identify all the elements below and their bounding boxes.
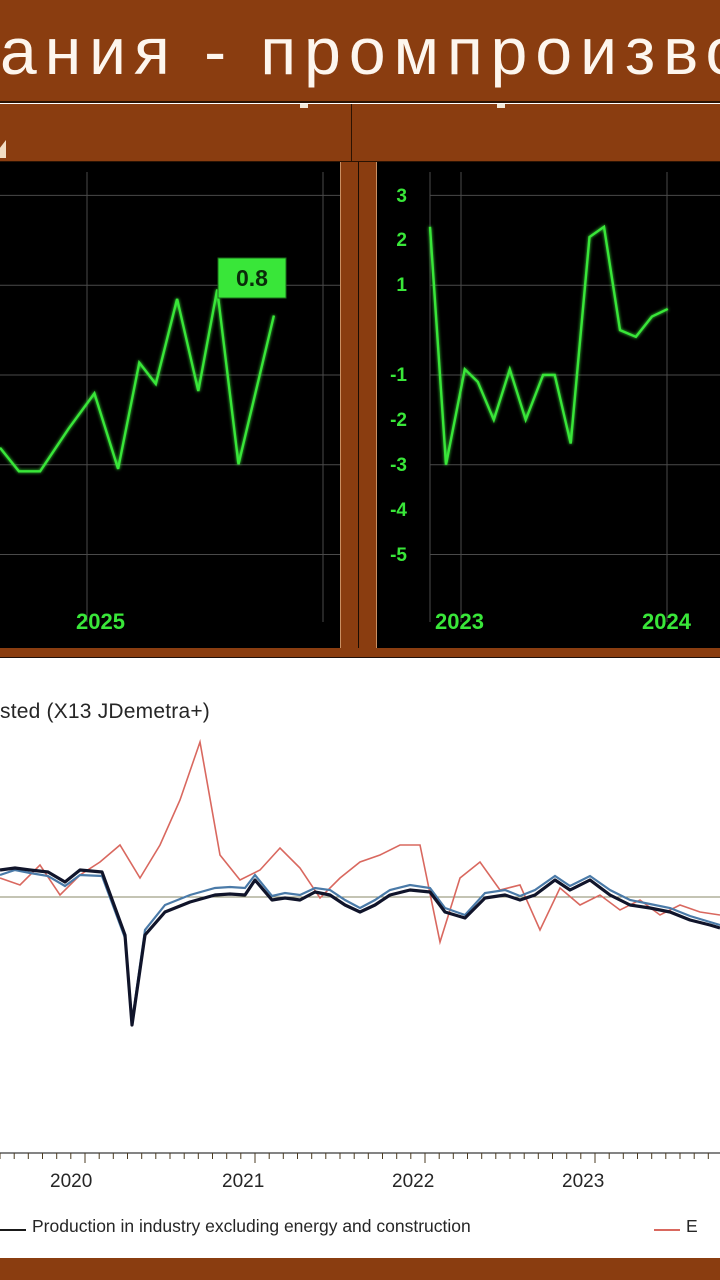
svg-text:3: 3: [396, 186, 407, 207]
svg-text:2: 2: [396, 230, 407, 251]
svg-text:-5: -5: [390, 545, 407, 566]
svg-text:2023: 2023: [435, 609, 484, 634]
svg-text:2025: 2025: [76, 609, 125, 634]
svg-text:0.8: 0.8: [236, 265, 268, 291]
svg-text:-3: -3: [390, 455, 407, 476]
svg-text:1: 1: [396, 275, 407, 296]
svg-text:2024: 2024: [642, 609, 692, 634]
svg-text:-2: -2: [390, 410, 407, 431]
svg-text:-4: -4: [390, 500, 407, 521]
svg-text:-1: -1: [390, 365, 407, 386]
